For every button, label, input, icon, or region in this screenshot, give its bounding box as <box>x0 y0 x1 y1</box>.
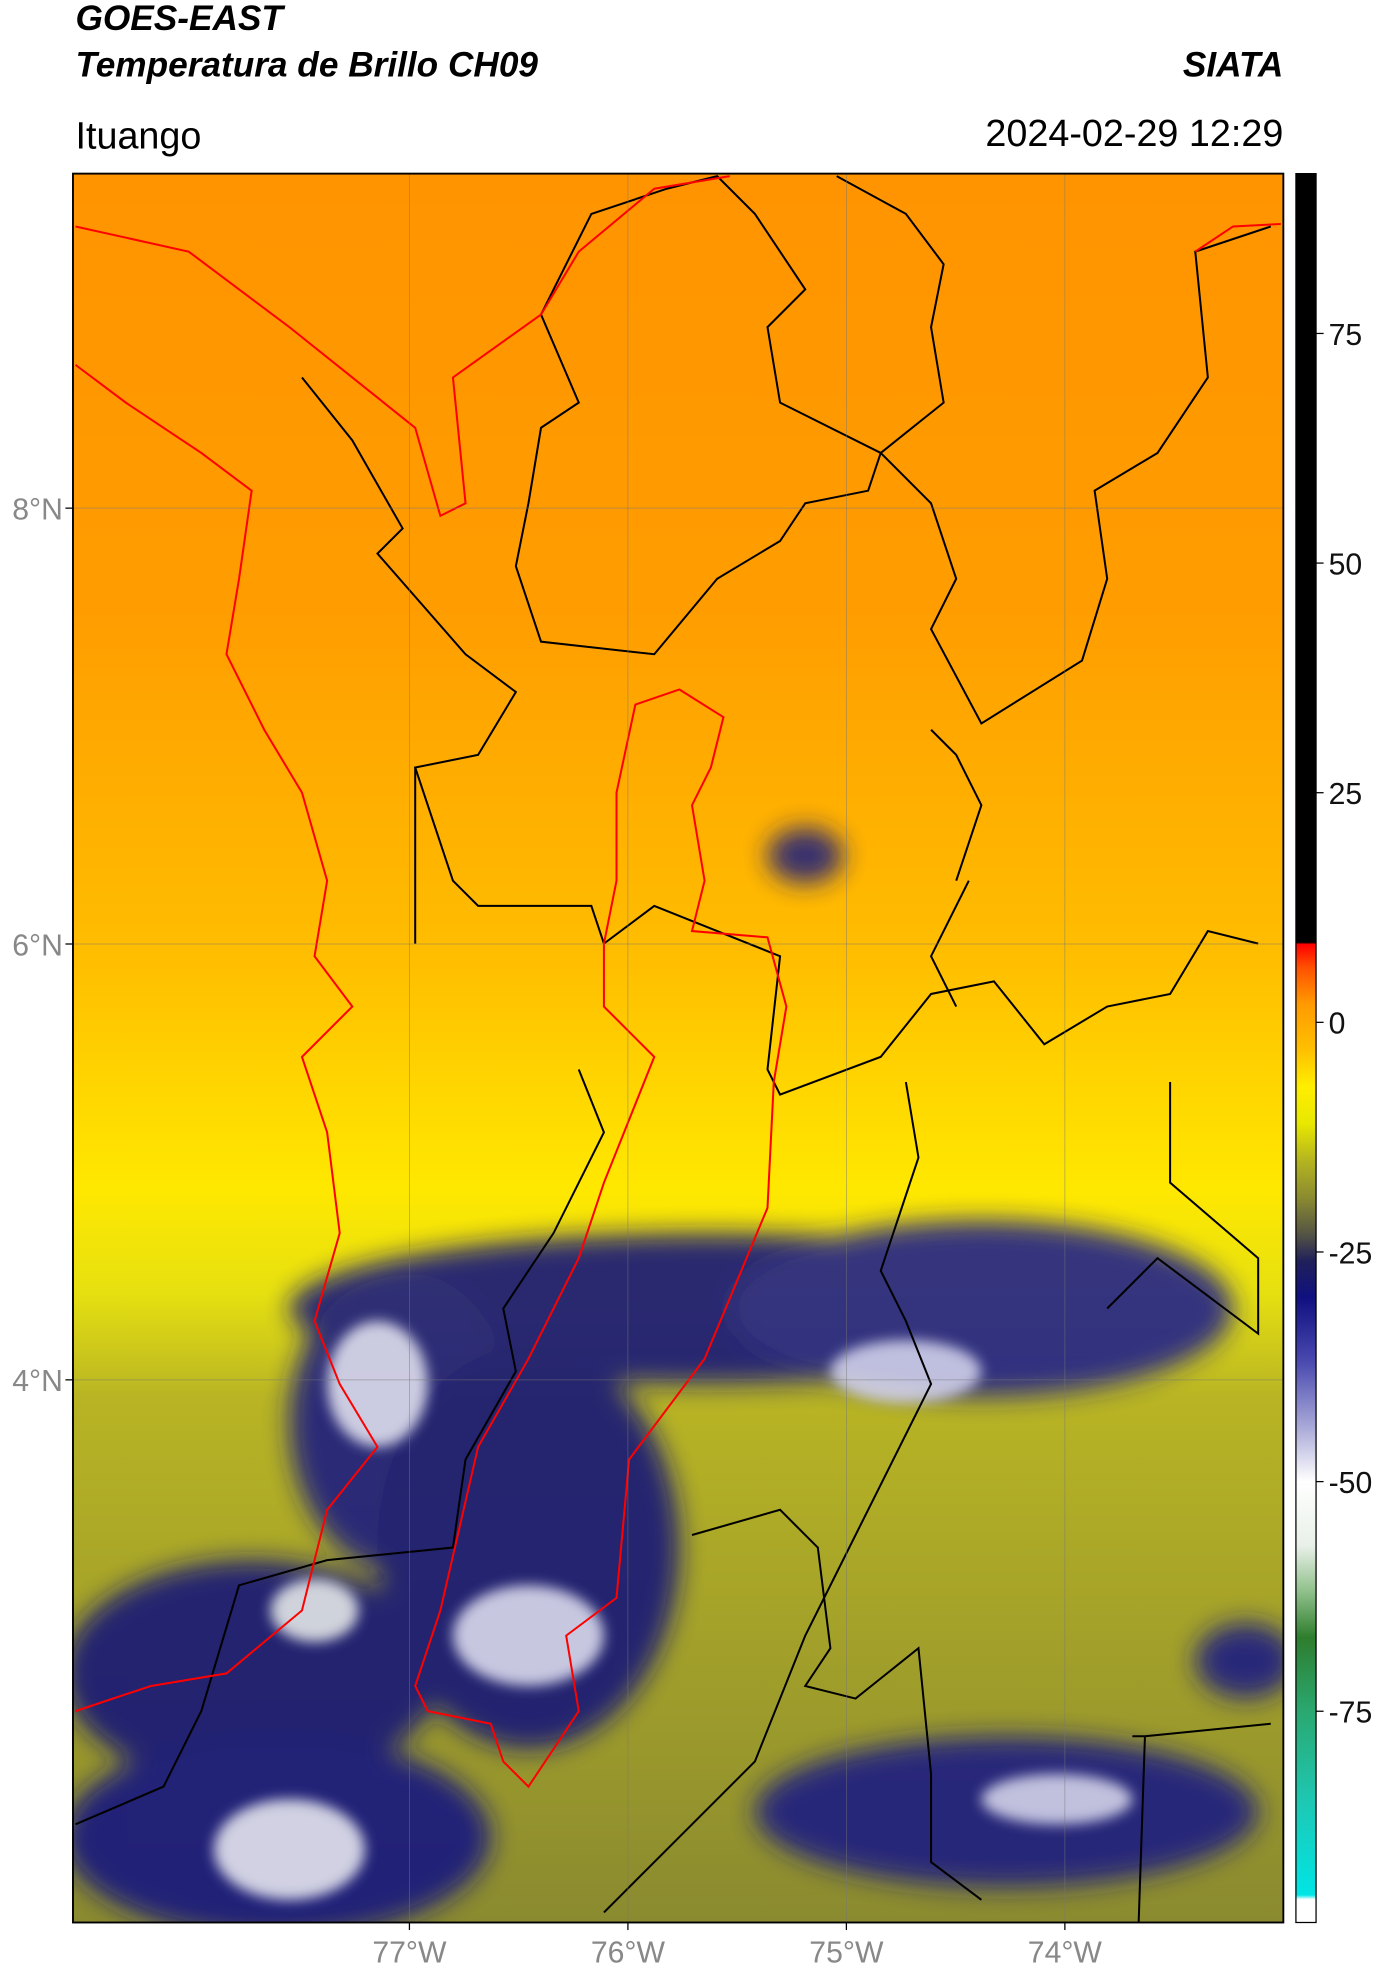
title: GOES-EAST <box>75 0 285 38</box>
lon-label: 77°W <box>372 1937 447 1970</box>
brand: SIATA <box>1183 46 1283 85</box>
colorbar-label: -50 <box>1329 1467 1373 1500</box>
lat-label: 6°N <box>12 929 63 962</box>
colorbar-label: 50 <box>1329 548 1363 581</box>
region: Ituango <box>75 114 201 156</box>
colorbar-label: 75 <box>1329 319 1363 352</box>
coast-and-basin <box>74 175 1281 1789</box>
colorbar <box>1295 172 1317 1924</box>
colorbar-label: 0 <box>1329 1008 1346 1041</box>
datetime: 2024-02-29 12:29 <box>985 112 1283 154</box>
lon-label: 74°W <box>1028 1937 1103 1970</box>
lon-label: 76°W <box>591 1937 666 1970</box>
admin-borders <box>75 175 1272 1923</box>
lon-label: 75°W <box>809 1937 884 1970</box>
colorbar-label: -75 <box>1329 1697 1373 1730</box>
satellite-image <box>72 173 1284 1923</box>
lat-label: 4°N <box>12 1365 63 1398</box>
lat-label: 8°N <box>12 493 63 526</box>
subtitle: Temperatura de Brillo CH09 <box>75 46 538 85</box>
colorbar-label: 25 <box>1329 778 1363 811</box>
graticule <box>65 173 1284 1931</box>
map-frame <box>72 172 1285 1924</box>
colorbar-label: -25 <box>1329 1237 1373 1270</box>
